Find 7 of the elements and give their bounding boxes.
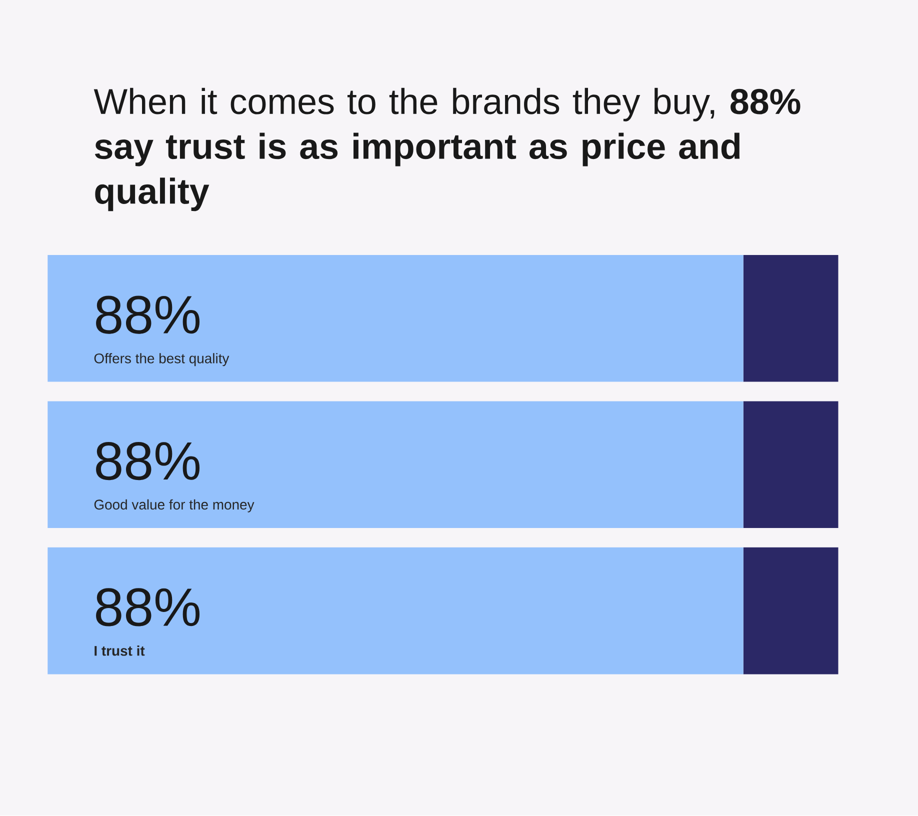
data-label: 88% [96,588,200,627]
y-tick-label: Good value for the money [94,500,254,513]
y-tick-label: Offers the best quality [94,353,230,366]
chart-title: When it comes to the brands they buy, 88% say trust is as important as price and quality [94,88,800,212]
data-label: 88% [96,296,200,334]
y-tick-label: I trust it [94,646,145,656]
data-label: 88% [96,442,200,480]
